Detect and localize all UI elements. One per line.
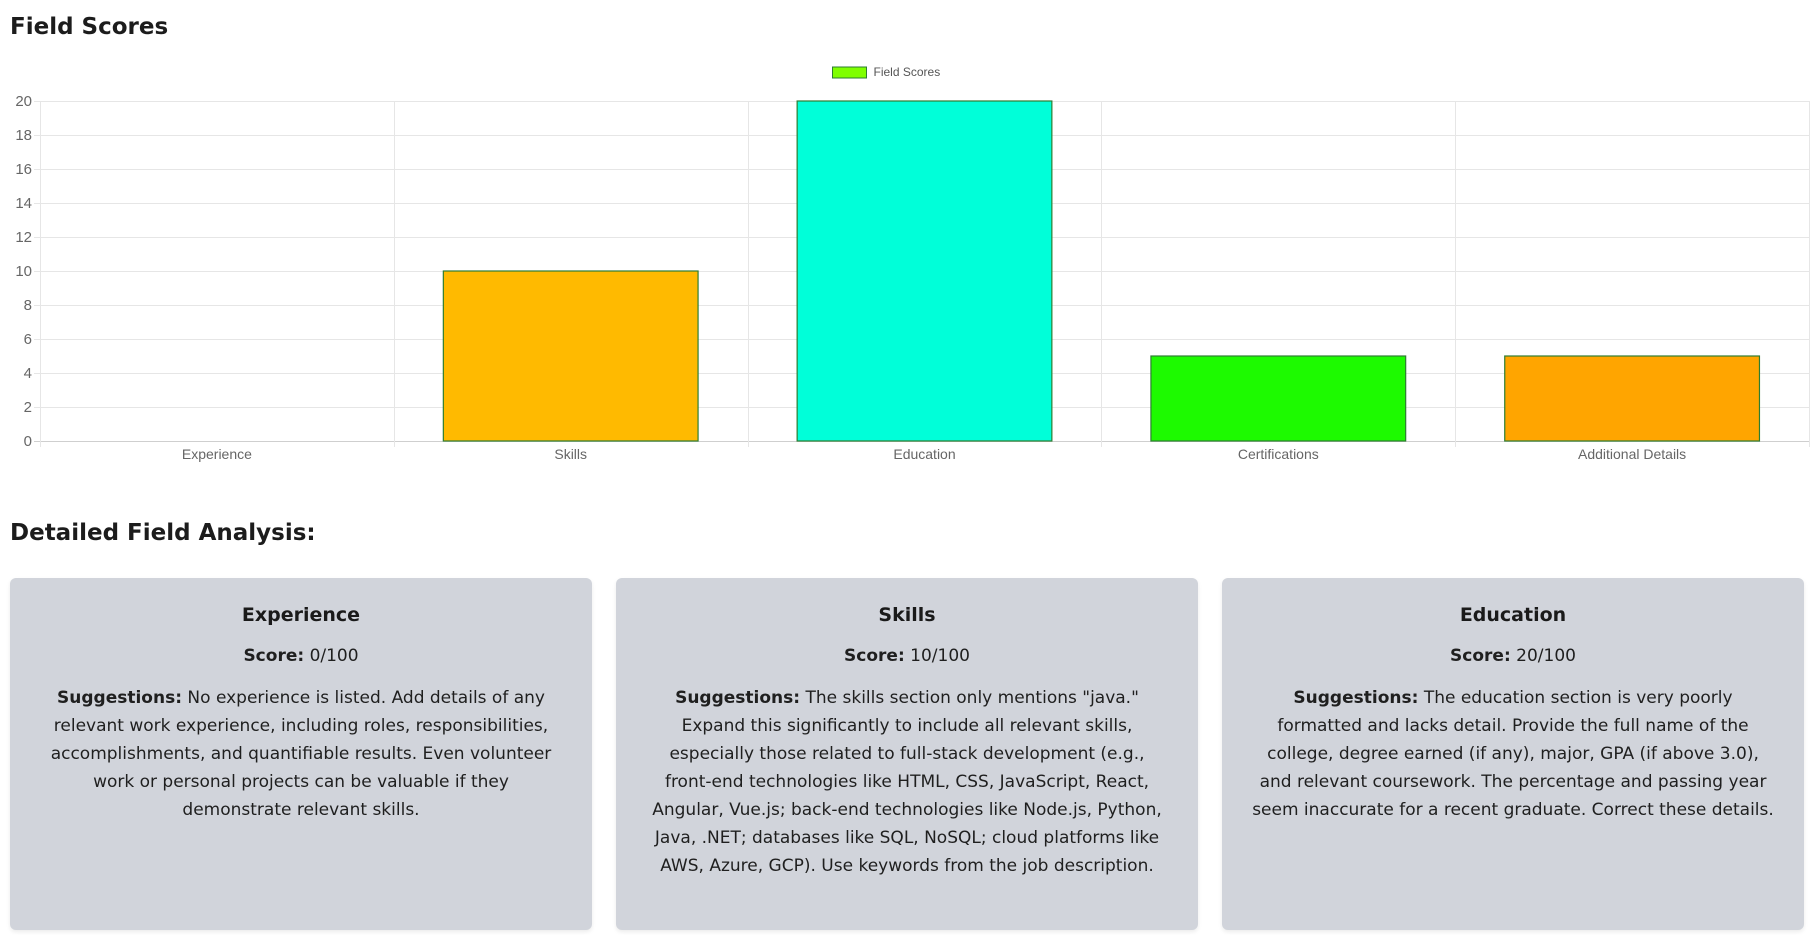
card-score: Score: 20/100 — [1252, 644, 1774, 668]
chart-svg: 0 2 4 6 8 10 12 14 16 18 20 Experience Skills Educati… — [15, 65, 1810, 462]
suggestions-label: Suggestions: — [675, 688, 801, 708]
score-value: 10/100 — [910, 646, 970, 666]
card-suggestions: Suggestions: The education section is ve… — [1252, 684, 1774, 824]
score-label: Score: — [243, 646, 305, 666]
y-tick-label: 14 — [15, 195, 32, 212]
y-tick-label: 4 — [24, 365, 32, 382]
bar-certifications — [1150, 355, 1407, 442]
legend-label: Field Scores — [874, 65, 941, 79]
card-score: Score: 0/100 — [40, 644, 562, 668]
x-tick-label: Skills — [554, 446, 587, 462]
card-suggestions: Suggestions: The skills section only men… — [646, 684, 1168, 880]
card-experience: Experience Score: 0/100 Suggestions: No … — [10, 578, 592, 930]
y-tick-label: 8 — [24, 297, 32, 314]
bar-additional-details — [1504, 355, 1761, 442]
y-tick-label: 18 — [15, 127, 32, 144]
card-skills: Skills Score: 10/100 Suggestions: The sk… — [616, 578, 1198, 930]
x-tick-label: Certifications — [1238, 446, 1319, 462]
card-score: Score: 10/100 — [646, 644, 1168, 668]
suggestions-label: Suggestions: — [1293, 688, 1419, 708]
y-tick-label: 10 — [15, 263, 32, 280]
legend-swatch — [832, 66, 867, 79]
card-title: Education — [1459, 604, 1567, 626]
suggestions-text: The education section is very poorly for… — [1252, 688, 1774, 820]
y-tick-label: 12 — [15, 229, 32, 246]
score-value: 20/100 — [1516, 646, 1576, 666]
card-suggestions: Suggestions: No experience is listed. Ad… — [40, 684, 562, 824]
card-title: Experience — [241, 604, 361, 626]
y-tick-label: 0 — [24, 433, 32, 450]
field-scores-title: Field Scores — [10, 14, 169, 40]
field-scores-chart: 0 2 4 6 8 10 12 14 16 18 20 Experience Skills Educati… — [0, 60, 1811, 480]
bar-skills — [442, 270, 699, 442]
x-tick-label: Education — [893, 446, 955, 462]
score-label: Score: — [1450, 646, 1511, 666]
y-tick-label: 6 — [24, 331, 32, 348]
score-label: Score: — [844, 646, 905, 666]
y-tick-label: 16 — [15, 161, 32, 178]
suggestions-text: No experience is listed. Add details of … — [50, 688, 552, 820]
x-tick-label: Experience — [182, 446, 252, 462]
y-tick-label: 2 — [24, 399, 32, 416]
suggestions-label: Suggestions: — [57, 688, 183, 708]
card-education: Education Score: 20/100 Suggestions: The… — [1222, 578, 1804, 930]
analysis-cards: Experience Score: 0/100 Suggestions: No … — [10, 578, 1810, 930]
card-title: Skills — [878, 604, 936, 626]
detailed-analysis-title: Detailed Field Analysis: — [10, 520, 316, 546]
x-tick-label: Additional Details — [1578, 446, 1686, 462]
bar-education — [796, 100, 1053, 442]
score-value: 0/100 — [309, 646, 359, 666]
suggestions-text: The skills section only mentions "java."… — [652, 688, 1162, 876]
y-tick-label: 20 — [15, 93, 32, 110]
